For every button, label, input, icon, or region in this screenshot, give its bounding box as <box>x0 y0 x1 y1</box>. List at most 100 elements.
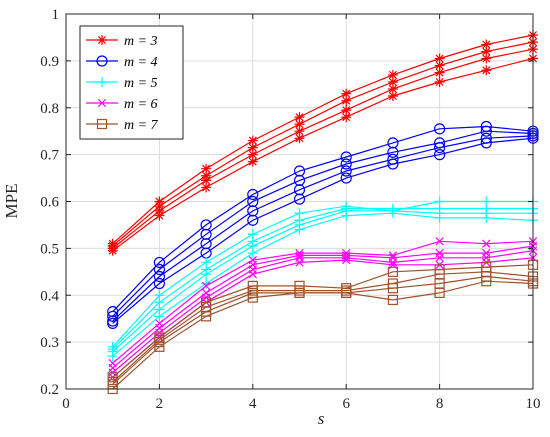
point-marker <box>435 237 444 246</box>
point-marker <box>293 184 306 196</box>
data-point <box>387 208 398 219</box>
data-point <box>480 137 492 149</box>
legend-item: m = 5 <box>86 76 158 91</box>
point-marker <box>341 88 352 99</box>
legend-item: m = 6 <box>86 97 158 112</box>
data-point <box>434 212 445 223</box>
data-point <box>341 95 352 106</box>
point-marker <box>387 283 398 294</box>
point-marker <box>293 165 306 177</box>
point-marker <box>201 281 211 291</box>
data-point <box>153 270 165 283</box>
point-marker <box>107 317 119 329</box>
data-point <box>201 163 212 174</box>
point-marker <box>340 172 352 184</box>
series-line <box>112 212 534 357</box>
data-point <box>481 39 492 50</box>
data-point <box>342 255 351 265</box>
x-tick-label: 10 <box>526 396 541 412</box>
data-point <box>200 228 212 240</box>
data-point <box>434 149 446 161</box>
series-line <box>112 41 534 247</box>
point-marker <box>481 53 492 64</box>
point-marker <box>247 214 259 226</box>
data-point <box>434 141 446 154</box>
data-point <box>294 133 305 144</box>
point-marker <box>294 112 305 123</box>
data-point <box>481 276 492 287</box>
point-marker <box>107 351 118 362</box>
point-marker <box>247 292 258 303</box>
point-marker <box>340 165 352 177</box>
legend-item: m = 3 <box>86 34 158 49</box>
data-point <box>200 238 212 250</box>
point-marker <box>97 77 107 87</box>
y-tick-label: 0.5 <box>40 241 59 257</box>
point-marker <box>97 98 107 108</box>
legend-label: m = 6 <box>124 97 158 112</box>
data-point <box>387 146 399 158</box>
data-point <box>482 239 491 248</box>
point-marker <box>434 212 445 223</box>
x-tick-label: 6 <box>342 396 350 412</box>
data-point <box>201 182 212 193</box>
data-point <box>387 266 398 277</box>
series-line <box>112 207 533 350</box>
point-marker <box>96 55 108 67</box>
data-point <box>387 69 398 80</box>
data-point <box>200 219 212 231</box>
point-marker <box>294 133 305 144</box>
point-marker <box>481 212 492 223</box>
data-point <box>201 175 212 186</box>
point-marker <box>153 263 165 276</box>
point-marker <box>154 341 165 352</box>
data-point <box>96 118 108 130</box>
data-point <box>294 119 305 130</box>
data-point <box>97 98 107 108</box>
point-marker <box>247 135 258 146</box>
data-point <box>96 55 108 67</box>
series-group-m5 <box>107 196 538 362</box>
data-point <box>154 210 165 221</box>
y-tick-label: 1 <box>52 7 60 23</box>
point-marker <box>480 125 492 137</box>
y-tick-label: 0.4 <box>40 288 59 304</box>
series-line <box>112 48 534 249</box>
y-tick-label: 0.2 <box>40 382 59 398</box>
y-tick-label: 0.6 <box>40 195 59 211</box>
data-point <box>247 292 258 303</box>
point-marker <box>293 174 306 187</box>
point-marker <box>481 276 492 287</box>
data-point <box>247 149 258 160</box>
data-point <box>247 135 258 146</box>
point-marker <box>481 46 492 57</box>
series-line <box>112 264 534 378</box>
point-marker <box>387 137 399 149</box>
point-marker <box>293 193 306 205</box>
point-marker <box>387 208 398 219</box>
data-point <box>387 84 398 94</box>
data-point <box>340 165 352 177</box>
data-point <box>154 311 165 322</box>
legend-item: m = 7 <box>86 118 159 133</box>
data-point <box>435 237 444 246</box>
series-line <box>112 280 534 390</box>
data-point <box>481 46 492 57</box>
data-point <box>201 311 212 322</box>
point-marker <box>434 53 445 64</box>
y-tick-label: 0.9 <box>40 54 59 70</box>
data-point <box>340 158 352 170</box>
series-line <box>112 200 533 348</box>
series-line <box>112 130 534 317</box>
legend-label: m = 5 <box>124 76 158 91</box>
data-point <box>340 172 352 184</box>
point-marker <box>387 76 398 87</box>
data-point <box>341 210 352 221</box>
point-marker <box>294 119 305 130</box>
point-marker <box>387 84 398 94</box>
data-point <box>294 224 305 235</box>
legend-label: m = 3 <box>124 34 158 49</box>
series-line <box>112 240 534 364</box>
point-marker <box>387 158 399 170</box>
data-point <box>294 126 305 137</box>
